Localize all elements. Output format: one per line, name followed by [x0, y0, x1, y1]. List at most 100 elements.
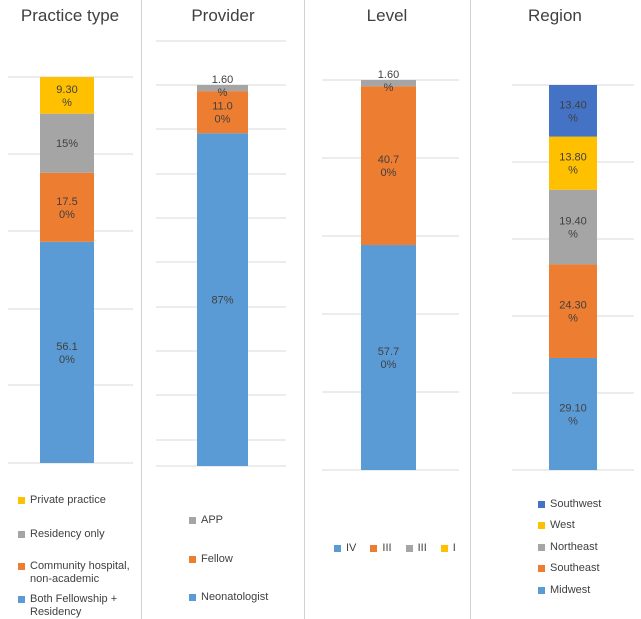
stacked-bar-chart: 29.10%24.30%19.40%13.80%13.40% — [512, 84, 634, 471]
data-label: 9.30 — [56, 84, 77, 96]
legend-swatch — [334, 545, 341, 552]
legend-item: III — [405, 542, 427, 555]
legend-item: Private practice — [18, 494, 136, 507]
legend-item: Neonatologist — [189, 591, 299, 604]
data-label: 0% — [59, 354, 75, 366]
legend-label: Northeast — [550, 541, 598, 553]
stacked-bar-chart: 57.70%40.70%1.60% — [322, 69, 459, 471]
legend-label: Community hospital, non-academic — [30, 560, 130, 585]
chart-title: Region — [528, 6, 582, 25]
bar-segment — [197, 133, 248, 466]
bar-segment — [40, 113, 94, 173]
stacked-bar-chart: 87% 11.00% 1.60% — [156, 40, 286, 467]
data-label: % — [568, 112, 578, 124]
legend-item: III — [370, 542, 392, 555]
data-label: 0% — [381, 167, 397, 179]
legend-swatch — [189, 556, 196, 563]
data-label: 0% — [215, 114, 231, 126]
chart-panel-provider: Provider 87% 11.0 0% 1.60% APP Fellow Neonato… — [143, 0, 303, 619]
data-label: 87% — [211, 295, 233, 307]
legend-label: I — [452, 542, 456, 554]
legend-swatch — [538, 501, 545, 508]
data-label: % — [384, 82, 394, 94]
legend-swatch — [189, 517, 196, 524]
legend-item: Residency only — [18, 528, 136, 541]
legend-swatch — [538, 565, 545, 572]
data-label: % — [568, 165, 578, 177]
data-label: 17.5 — [56, 196, 77, 208]
legend-label: Fellow — [201, 553, 233, 565]
data-label: 11.0 — [212, 101, 233, 113]
data-label: % — [218, 87, 228, 99]
chart-panel-level: Level 57.7 0% 40.7 0% 1.60% IV III III I — [306, 0, 468, 619]
data-label: % — [568, 313, 578, 325]
data-label: 13.80 — [559, 152, 587, 164]
legend-item: IV — [334, 542, 356, 555]
data-label: 13.40 — [559, 99, 587, 111]
panel-divider — [304, 0, 305, 619]
legend-swatch — [405, 545, 413, 552]
legend-label: Southeast — [550, 562, 600, 574]
legend-label: APP — [201, 514, 224, 526]
bar-segment — [197, 85, 248, 92]
legend-label: IV — [346, 542, 357, 554]
panel-divider — [470, 0, 471, 619]
legend-swatch — [189, 594, 196, 601]
legend-label: Southwest — [550, 498, 602, 510]
data-label: 29.10 — [559, 402, 587, 414]
data-label: 56.1 — [56, 341, 77, 353]
chart-title: Provider — [191, 6, 255, 25]
legend-label: West — [550, 519, 575, 531]
legend-item: APP — [189, 514, 299, 527]
stacked-bar-chart: 56.10%17.50%15%9.30% — [8, 76, 133, 464]
legend-item: Southwest — [538, 498, 641, 511]
panel-divider — [141, 0, 142, 619]
legend-item: West — [538, 519, 641, 532]
legend-swatch — [440, 545, 448, 552]
bar-segment — [549, 357, 597, 470]
bar-segment — [361, 80, 416, 87]
legend-item: Fellow — [189, 553, 299, 566]
data-label: 40.7 — [378, 154, 399, 166]
bar-segment — [40, 77, 94, 114]
data-label: 19.40 — [559, 216, 587, 228]
legend-swatch — [18, 531, 25, 538]
legend-row: IV III III I — [334, 542, 470, 555]
data-label: % — [568, 415, 578, 427]
legend-swatch — [18, 596, 25, 603]
data-label: 0% — [381, 359, 397, 371]
chart-panel-practice-type: Practice type 56.1 0% 17.5 0% 15% 9.30% Priva… — [0, 0, 140, 619]
legend-swatch — [538, 587, 545, 594]
data-label: 1.60 — [378, 69, 399, 81]
legend-label: Private practice — [30, 494, 106, 506]
bar-segment — [549, 189, 597, 265]
data-label: 57.7 — [378, 346, 399, 358]
legend-swatch — [18, 497, 25, 504]
bar-segment — [197, 91, 248, 134]
legend-swatch — [538, 544, 545, 551]
legend-item: Both Fellowship + Residency — [18, 593, 136, 619]
legend-swatch — [18, 563, 25, 570]
data-label: 15% — [56, 138, 78, 150]
legend-item: Community hospital, non-academic — [18, 560, 136, 586]
chart-panel-region: Region 29.10% 24.30% 19.40% 13.80% 13.40% So… — [472, 0, 641, 619]
legend-label: III — [417, 542, 427, 554]
legend-item: Southeast — [538, 562, 641, 575]
legend-label: III — [382, 542, 392, 554]
legend-swatch — [538, 522, 545, 529]
legend-label: Neonatologist — [201, 591, 269, 603]
bar-segment — [549, 85, 597, 137]
data-label: % — [568, 229, 578, 241]
data-label: 24.30 — [559, 300, 587, 312]
data-label: % — [62, 97, 72, 109]
data-label: 1.60 — [212, 74, 233, 86]
bar-segment — [361, 86, 416, 245]
legend-swatch — [370, 545, 378, 552]
data-label: 0% — [59, 209, 75, 221]
bar-segment — [361, 244, 416, 470]
bar-segment — [549, 136, 597, 190]
legend-item: Midwest — [538, 584, 641, 597]
chart-title: Practice type — [20, 6, 120, 25]
legend-label: Both Fellowship + Residency — [30, 593, 118, 618]
legend-item: I — [440, 542, 456, 555]
